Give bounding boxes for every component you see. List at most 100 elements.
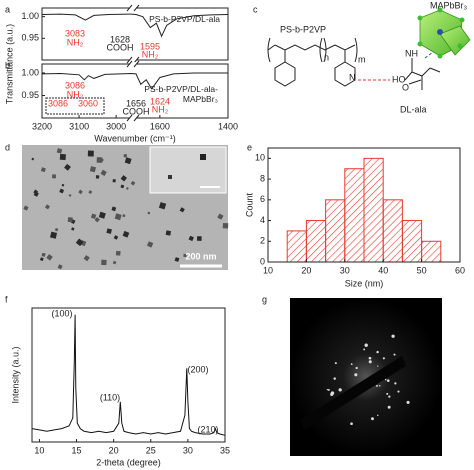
spot <box>376 350 379 354</box>
spot <box>355 366 358 370</box>
spot <box>397 390 400 393</box>
histogram-bar <box>286 230 307 263</box>
break-mark <box>126 4 133 12</box>
axis-break <box>130 6 137 62</box>
spot <box>371 417 374 421</box>
annotation: NH₂ <box>67 37 84 47</box>
nanocrystal <box>88 190 93 195</box>
molecule-label: DL-ala <box>400 104 427 114</box>
nanocrystal <box>75 238 84 247</box>
annotation: COOH <box>123 106 150 116</box>
nanocrystal <box>122 214 126 218</box>
annotation: 3060 <box>78 98 98 108</box>
nanocrystal <box>100 169 107 177</box>
nanocrystal <box>39 257 44 262</box>
spot <box>350 363 353 366</box>
x-tick-label: 1600 <box>150 121 170 131</box>
annotation: 1624 <box>150 96 170 106</box>
nanocrystal <box>120 175 127 182</box>
beam-stop <box>300 356 406 430</box>
break-mark <box>133 114 140 122</box>
break-mark <box>133 4 140 12</box>
panel-letter: b <box>5 60 10 70</box>
y-tick-label: 6 <box>260 194 265 204</box>
spot <box>330 392 334 396</box>
nanocrystal <box>61 183 65 187</box>
nanocrystal <box>174 257 180 262</box>
spot <box>368 360 372 364</box>
y-axis-label: Intensity (a.u.) <box>10 346 20 403</box>
nanocrystal <box>158 202 167 210</box>
spot <box>387 405 391 409</box>
structure <box>267 37 453 90</box>
x-tick-label: 3000 <box>106 121 126 131</box>
x-tick-label: 3100 <box>69 121 89 131</box>
spot <box>386 392 389 395</box>
nanocrystal <box>217 213 224 220</box>
nanocrystal <box>31 157 35 161</box>
nanocrystal <box>168 175 172 179</box>
x-tick-label: 3200 <box>32 121 52 131</box>
carbonyl <box>408 79 422 85</box>
annotation: NH₂ <box>142 49 159 59</box>
x-tick-label: 40 <box>378 265 388 275</box>
y-tick-label: 10 <box>255 153 265 163</box>
nanocrystal <box>89 166 97 173</box>
nanocrystals <box>23 148 229 270</box>
octahedra <box>439 25 471 56</box>
alanine <box>404 58 441 90</box>
nanocrystal <box>95 175 100 179</box>
atom-label: O <box>402 82 409 92</box>
nanocrystal <box>183 253 187 258</box>
spot <box>377 365 379 367</box>
nanocrystal <box>122 230 130 238</box>
nanocrystal <box>33 189 39 195</box>
nanocrystal <box>101 259 107 266</box>
annotation: 1656 <box>126 98 146 108</box>
nanocrystal <box>83 255 90 262</box>
break-mark <box>126 60 133 68</box>
x-tick-label: 50 <box>417 265 427 275</box>
x-tick-label: 35 <box>220 445 230 455</box>
nanocrystal <box>125 187 129 190</box>
nanocrystal <box>197 236 202 241</box>
spot <box>350 422 353 426</box>
perovskite-label: MAPbBr₃ <box>430 0 468 10</box>
spot <box>388 395 391 398</box>
series-label: PS-b-P2VP/DL-ala <box>149 14 220 24</box>
x-tick-label: 30 <box>340 265 350 275</box>
subscript: m <box>358 54 366 64</box>
nanocrystal <box>115 250 121 256</box>
nanocrystal <box>123 154 127 158</box>
backbone <box>267 44 336 51</box>
x-tick-label: 10 <box>263 265 273 275</box>
annotation: COOH <box>107 42 134 52</box>
atom-label: N <box>349 72 356 82</box>
nanocrystal <box>179 207 185 213</box>
panel-letter: e <box>247 142 252 152</box>
atom <box>457 43 463 49</box>
nanocrystal <box>23 205 29 211</box>
nanocrystal <box>57 264 63 270</box>
y-axis-label: Count <box>244 193 254 218</box>
x-tick-label: 25 <box>146 445 156 455</box>
spot <box>386 379 390 383</box>
peak-label: (210) <box>197 424 218 434</box>
peak-label: (200) <box>187 364 208 374</box>
panel-letter: g <box>262 294 267 304</box>
nanocrystal <box>106 228 112 234</box>
spot <box>368 356 372 360</box>
spot <box>377 414 379 417</box>
atom <box>417 41 423 47</box>
nanocrystal <box>222 222 229 229</box>
subscript: n <box>324 52 329 62</box>
inset-box <box>45 97 105 115</box>
y-axis-label: Transmittance (a.u.) <box>4 24 14 104</box>
spot <box>376 384 378 387</box>
atom <box>437 29 443 35</box>
spot <box>393 353 396 356</box>
spot <box>326 388 329 391</box>
nanocrystal <box>90 213 97 219</box>
